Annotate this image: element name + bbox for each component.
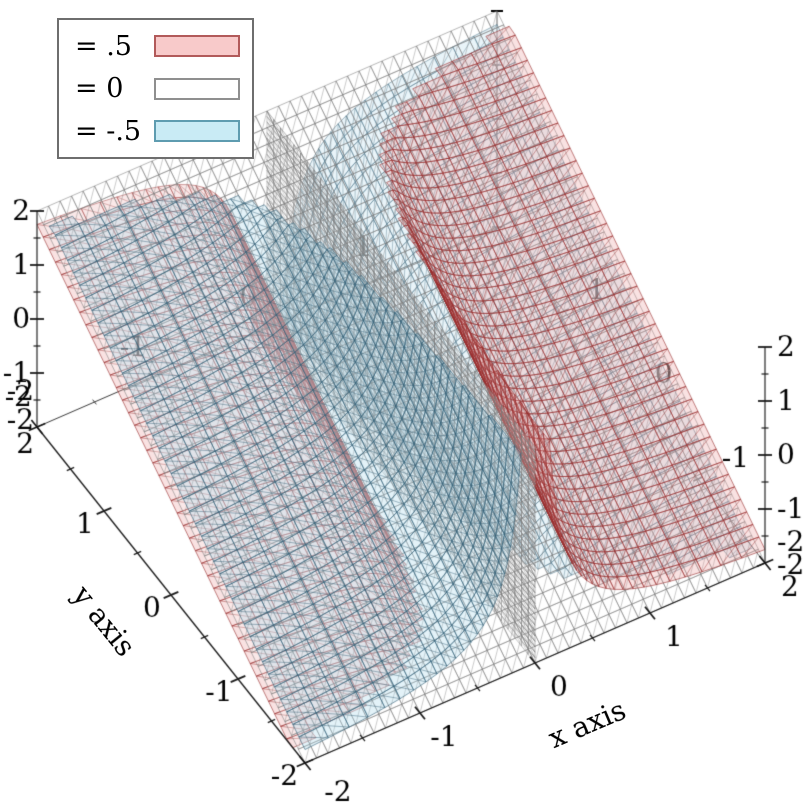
- legend-swatch-positive-level: [154, 35, 240, 57]
- legend-item-label: = -.5: [75, 115, 142, 147]
- legend-item-label: = .5: [75, 30, 132, 62]
- legend-swatch-zero-level: [154, 77, 240, 100]
- legend-swatch-negative-level: [154, 120, 240, 142]
- legend-item: = 0: [75, 74, 240, 104]
- legend-item-label: = 0: [75, 73, 124, 104]
- legend-item: = .5: [75, 31, 240, 61]
- legend: = .5 = 0 = -.5: [57, 18, 254, 159]
- legend-item: = -.5: [75, 116, 240, 146]
